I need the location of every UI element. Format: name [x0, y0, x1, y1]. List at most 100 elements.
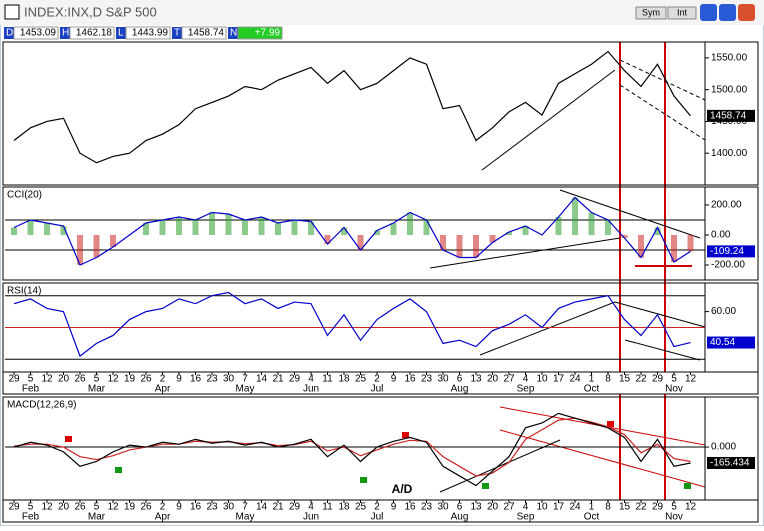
histogram-bar: [192, 220, 199, 235]
field-value: 1443.99: [132, 28, 169, 39]
trend-line: [619, 59, 706, 101]
x-tick-label: 19: [124, 502, 136, 513]
minimize-button[interactable]: [700, 4, 717, 21]
buy-marker: [684, 483, 691, 489]
month-label: Aug: [451, 512, 469, 523]
app-icon: [4, 4, 20, 20]
x-tick-label: 13: [470, 502, 482, 513]
sell-marker: [607, 421, 614, 427]
x-tick-label: 19: [124, 374, 136, 385]
y-tick-label: 1400.00: [711, 148, 748, 159]
field-label: T: [174, 28, 180, 39]
histogram-bar: [275, 223, 281, 235]
x-tick-label: 23: [206, 502, 218, 513]
x-tick-label: 20: [58, 502, 70, 513]
month-label: May: [236, 384, 255, 395]
histogram-bar: [60, 226, 67, 235]
last-value-box: [707, 336, 755, 349]
histogram-bar: [374, 230, 380, 235]
histogram-bar: [572, 197, 578, 235]
field-label-box: [60, 27, 70, 39]
histogram-bar: [654, 227, 661, 235]
buy-marker: [360, 477, 367, 483]
panel-title: MACD(12,26,9): [7, 400, 76, 411]
month-label: Mar: [88, 384, 106, 395]
x-tick-label: 29: [652, 374, 664, 385]
trend-line: [439, 439, 561, 493]
histogram-bar: [143, 223, 149, 235]
y-tick-label: 0.00: [711, 230, 731, 241]
date-axis: [2, 499, 759, 523]
x-tick-label: 30: [437, 502, 449, 513]
field-label: D: [6, 28, 13, 39]
y-tick-label: 1550.00: [711, 53, 748, 64]
series-line: [13, 50, 691, 164]
sym-label[interactable]: Sym: [642, 7, 660, 17]
x-tick-label: 2: [160, 502, 166, 513]
panel-frame: [2, 41, 759, 186]
histogram-bar: [324, 235, 331, 244]
annotations: [65, 42, 706, 500]
histogram-bar: [176, 217, 182, 235]
series-line: [13, 291, 691, 358]
field-label: H: [62, 28, 69, 39]
histogram-bar: [489, 235, 496, 243]
histogram-bar: [110, 235, 116, 247]
trend-line: [481, 69, 616, 171]
x-tick-label: 11: [322, 502, 333, 513]
x-tick-label: 12: [107, 502, 119, 513]
x-tick-label: 12: [685, 374, 697, 385]
histogram-bar: [621, 235, 628, 238]
x-tick-label: 4: [308, 374, 314, 385]
histogram-bar: [506, 232, 512, 235]
x-tick-label: 12: [107, 374, 119, 385]
histogram-bar: [341, 227, 347, 235]
last-value-box: [707, 245, 755, 258]
maximize-button[interactable]: [719, 4, 736, 21]
histogram-bar: [77, 235, 83, 265]
x-tick-label: 22: [635, 502, 647, 513]
y-tick-label: -200.00: [711, 260, 745, 271]
histogram-bar: [671, 235, 677, 262]
trend-line: [624, 339, 701, 361]
histogram-bar: [242, 220, 248, 235]
month-label: Mar: [88, 512, 106, 523]
x-tick-label: 7: [242, 502, 248, 513]
series-line: [13, 196, 691, 266]
field-label: N: [230, 28, 237, 39]
x-tick-label: 30: [437, 374, 449, 385]
x-tick-label: 24: [569, 374, 581, 385]
x-tick-label: 5: [671, 502, 677, 513]
month-label: May: [236, 512, 255, 523]
histogram-bar: [407, 212, 413, 235]
histogram-bar: [605, 220, 611, 235]
x-tick-label: 23: [421, 374, 433, 385]
x-tick-label: 5: [671, 374, 677, 385]
field-label-box: [172, 27, 182, 39]
sym-button[interactable]: [635, 6, 667, 20]
field-label-box: [4, 27, 14, 39]
x-tick-label: 27: [503, 374, 515, 385]
field-label-box: [116, 27, 126, 39]
last-value: -165.434: [710, 458, 750, 469]
month-label: Jul: [371, 384, 384, 395]
close-button[interactable]: [738, 4, 755, 21]
x-tick-label: 5: [94, 502, 100, 513]
x-tick-label: 11: [322, 374, 333, 385]
field-value-box: [237, 26, 283, 40]
histogram-bar: [225, 214, 232, 235]
histogram-bar: [93, 235, 100, 258]
y-tick-label: 0.000: [711, 442, 736, 453]
x-tick-label: 29: [289, 502, 301, 513]
histogram-bar: [44, 223, 50, 235]
x-tick-label: 9: [391, 374, 397, 385]
x-tick-label: 9: [176, 374, 182, 385]
int-button[interactable]: [667, 6, 697, 20]
x-tick-label: 12: [41, 502, 53, 513]
x-tick-label: 21: [272, 374, 284, 385]
month-label: Oct: [584, 384, 600, 395]
x-tick-label: 4: [308, 502, 314, 513]
window-title: INDEX:INX,D S&P 500: [24, 4, 157, 19]
int-label[interactable]: Int: [677, 7, 688, 17]
